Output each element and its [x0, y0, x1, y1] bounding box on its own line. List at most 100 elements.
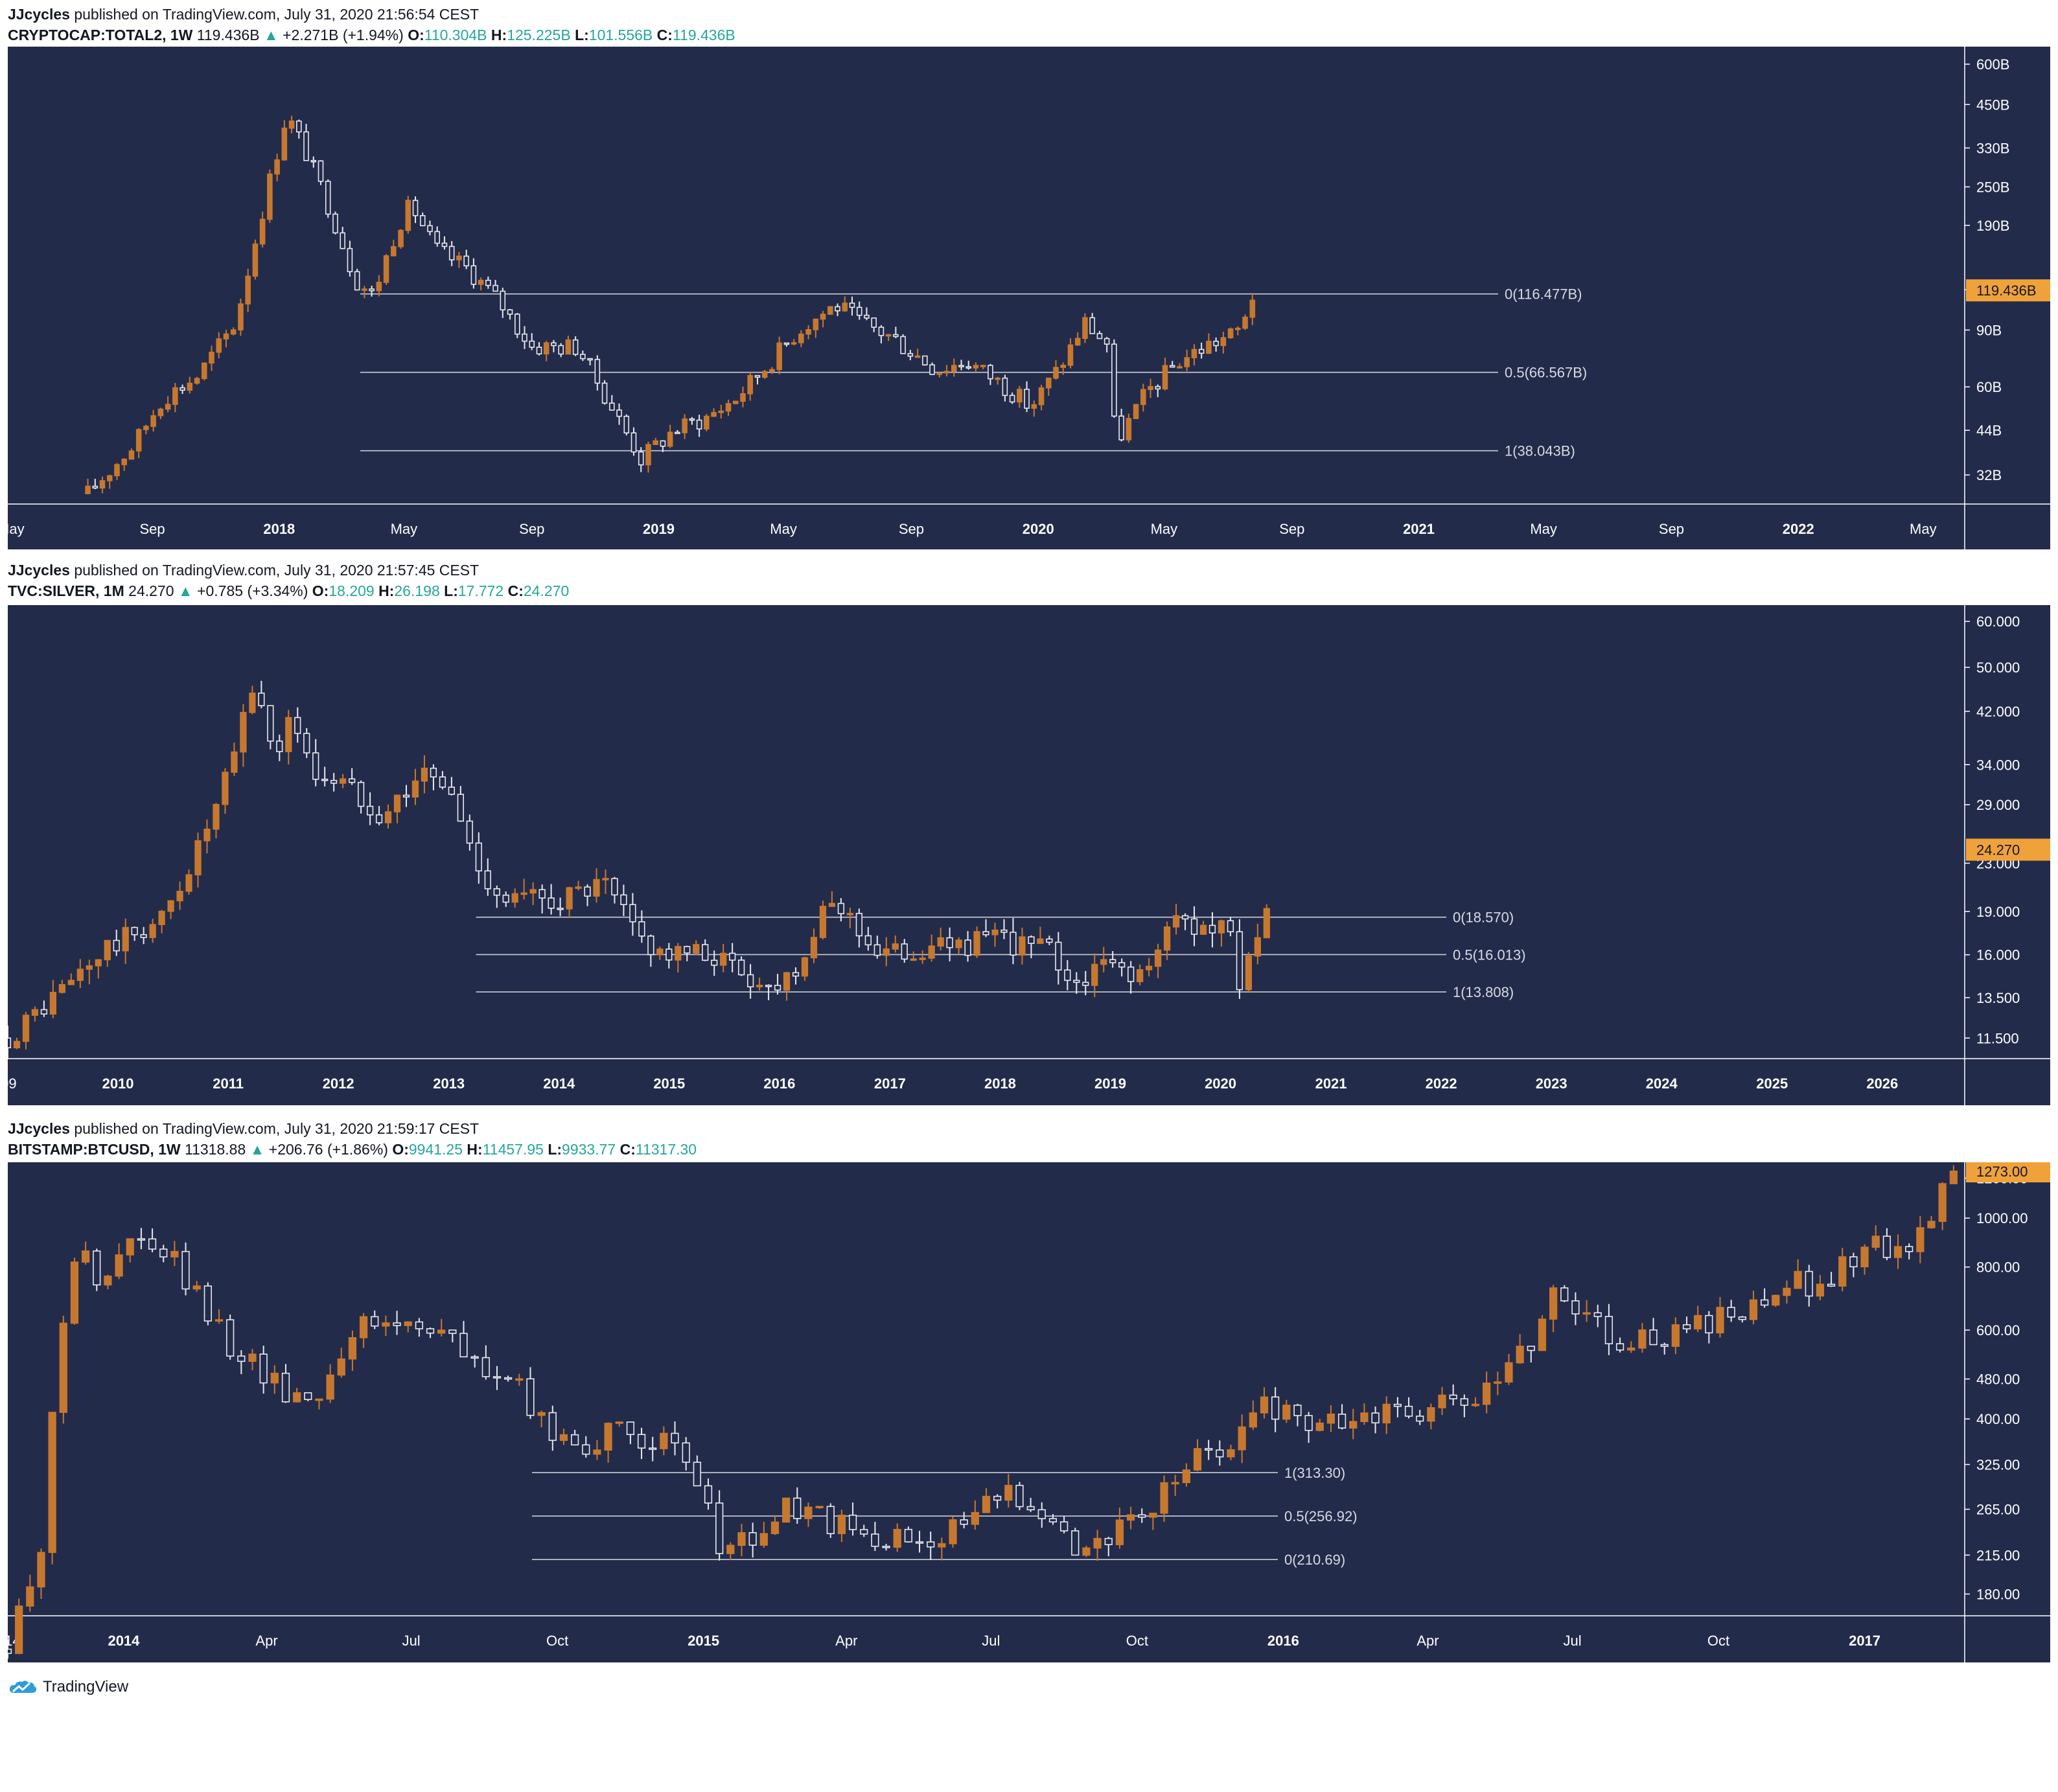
symbol-label: CRYPTOCAP:TOTAL2, 1W [8, 27, 193, 43]
candle-up [362, 288, 367, 291]
chart-btcusd-svg[interactable]: 1200.001000.00800.00600.00480.00400.0032… [8, 1162, 2050, 1662]
candle-up [121, 458, 128, 465]
candle-up [919, 958, 926, 960]
candle-up [281, 127, 288, 161]
candle-up [1126, 1514, 1135, 1521]
candle-up [143, 426, 149, 430]
candle-up [1282, 1405, 1291, 1420]
candle-up [937, 937, 944, 947]
candle-up [725, 403, 732, 412]
candle-up [675, 946, 682, 961]
candle-up [383, 255, 389, 283]
candle-up [846, 913, 854, 915]
candle-up [720, 952, 727, 966]
candle-down [475, 842, 482, 872]
candle-down [570, 1434, 579, 1446]
candle-up [1772, 1294, 1780, 1306]
chart-silver-svg[interactable]: 60.00050.00042.00034.00029.00023.00019.0… [8, 605, 2050, 1105]
publish-info: published on TradingView.com, July 31, 2… [74, 1120, 480, 1137]
candle-up [732, 400, 739, 404]
candle-down [793, 1497, 802, 1519]
candle-down [1046, 938, 1053, 943]
candle-down [1190, 918, 1198, 935]
candle-down [1882, 1235, 1891, 1258]
price-tick-label: 325.00 [1976, 1456, 2020, 1473]
candle-down [1271, 1396, 1280, 1420]
chart-silver[interactable]: 60.000 50.000 42.000 34.000 29.000 23.000 19.0… [8, 605, 2050, 1105]
chart-background [8, 1162, 2050, 1662]
candle-down [792, 972, 800, 977]
candle-up [682, 418, 688, 433]
candle-down [1827, 1283, 1836, 1287]
chart-total2-svg[interactable]: 600B450B330B250B190B120B90B60B44B32BMayS… [8, 47, 2050, 549]
candle-down [551, 342, 557, 347]
ohlc-low: 17.772 [457, 582, 504, 599]
candle-up [270, 1372, 279, 1384]
fib-level-label: 0(18.570) [1453, 910, 1514, 926]
candle-down [1227, 920, 1234, 932]
candle-down [1015, 1484, 1024, 1508]
time-tick-label: Jul [402, 1633, 421, 1649]
tradingview-logo[interactable]: TradingView [8, 1678, 128, 1696]
time-tick-label: Oct [546, 1633, 568, 1649]
last-price-tag-label: 119.436B [1976, 282, 2037, 299]
candle-down [1181, 915, 1189, 920]
candle-down [1118, 415, 1124, 441]
ohlc-open: 9941.25 [408, 1141, 463, 1158]
candle-up [15, 1605, 23, 1654]
candle-up [815, 1506, 824, 1509]
candle-up [1227, 1449, 1235, 1458]
fib-level-label: 0(116.477B) [1505, 286, 1582, 303]
candle-down [671, 1432, 679, 1443]
candle-down [330, 779, 338, 784]
candle-down [1104, 1537, 1113, 1545]
candle-down [1028, 936, 1035, 944]
price-tick-label: 13.500 [1976, 990, 2020, 1006]
candle-down [1002, 377, 1008, 396]
candle-up [1133, 404, 1139, 419]
candle-up [128, 450, 135, 460]
candle-down [754, 374, 761, 378]
candle-down [965, 366, 972, 369]
candle-down [1449, 1394, 1457, 1399]
candle-up [761, 371, 768, 378]
candle-down [611, 878, 618, 896]
candle-down [1111, 343, 1117, 417]
candle-up [1019, 936, 1026, 956]
candle-up [1927, 1221, 1936, 1228]
candle-up [1471, 1403, 1480, 1407]
candle-up [1516, 1346, 1524, 1364]
candle-down [1571, 1300, 1580, 1315]
candle-down [1213, 340, 1219, 347]
last-price-tag-label: 24.270 [1976, 842, 2020, 858]
chart-total2[interactable]: 600B450B330B250B190B120B90B60B44B32BMayS… [8, 47, 2050, 549]
candle-down [711, 959, 718, 966]
candle-down [704, 1485, 713, 1504]
candle-up [70, 1261, 79, 1324]
candle-up [259, 218, 266, 245]
chart3-header: JJcycles published on TradingView.com, J… [8, 1120, 697, 1158]
candle-down [1198, 349, 1205, 354]
chart-btcusd[interactable]: 1200.001000.00800.00600.00480.00400.0032… [8, 1162, 2050, 1662]
candle-down [893, 334, 899, 338]
candle-down [1293, 1405, 1302, 1416]
candle-down [993, 1495, 1002, 1501]
candle-down [148, 1238, 157, 1250]
candle-up [404, 1321, 412, 1326]
time-tick-label: May [1530, 521, 1557, 537]
candle-down [237, 1355, 246, 1362]
candle-up [1160, 1482, 1168, 1514]
price-tick-label: 34.000 [1976, 757, 2020, 773]
candle-down [864, 935, 872, 946]
candle-down [837, 902, 845, 915]
candle-up [747, 374, 754, 395]
candle-down [1727, 1307, 1735, 1318]
candle-up [85, 485, 91, 494]
candle-down [1118, 962, 1126, 968]
time-tick-label: May [1151, 521, 1178, 537]
candle-down [296, 121, 302, 133]
candle-up [1067, 344, 1074, 366]
candle-up [1182, 1469, 1190, 1484]
candle-down [1304, 1415, 1313, 1431]
candle-up [1749, 1299, 1758, 1320]
